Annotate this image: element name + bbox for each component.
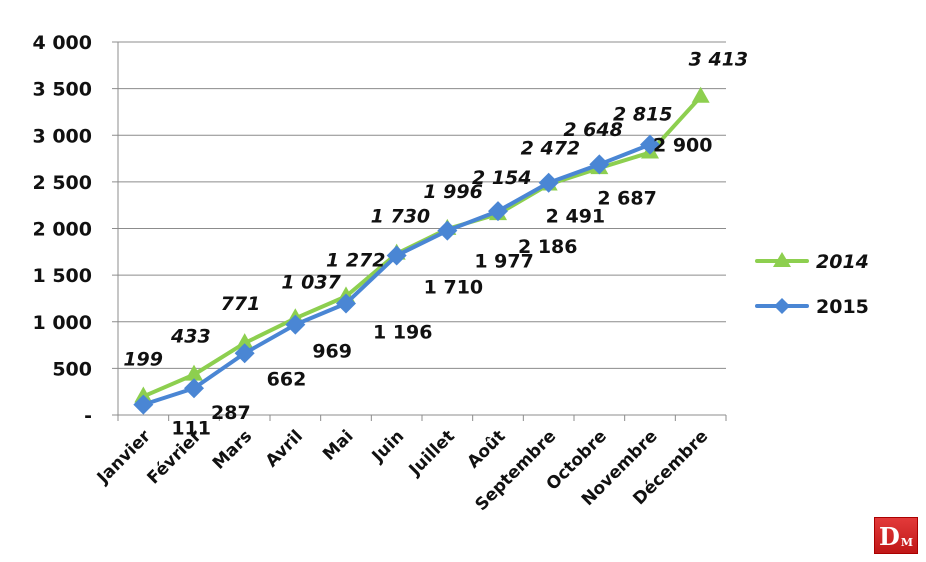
data-label-2014: 2 154 bbox=[472, 167, 532, 189]
x-tick-label: Mars bbox=[209, 426, 256, 473]
diamond-marker-icon bbox=[386, 245, 407, 266]
gridlines bbox=[118, 41, 726, 369]
legend-item-2015: 2015 bbox=[755, 296, 869, 318]
series-line-2014 bbox=[142, 95, 703, 399]
data-label-2014: 1 730 bbox=[371, 206, 431, 228]
data-label-2014: 2 472 bbox=[521, 137, 581, 159]
data-label-2014: 199 bbox=[123, 348, 163, 370]
x-tick-label: Avril bbox=[262, 426, 307, 471]
data-label-2015: 2 186 bbox=[518, 236, 578, 258]
data-label-2015: 2 900 bbox=[653, 135, 713, 157]
y-tick-label: 1 000 bbox=[33, 312, 93, 334]
legend-item-2014: 2014 bbox=[755, 251, 869, 273]
diamond-marker-icon bbox=[336, 293, 356, 314]
series-lines bbox=[133, 86, 710, 415]
data-label-2014: 1 272 bbox=[326, 249, 386, 271]
data-label-2015: 111 bbox=[171, 418, 211, 440]
data-label-2014: 1 996 bbox=[423, 181, 483, 203]
data-label-2015: 662 bbox=[267, 368, 307, 390]
data-label-2015: 2 687 bbox=[597, 187, 657, 209]
data-label-2015: 2 491 bbox=[546, 206, 606, 228]
triangle-marker-icon bbox=[235, 333, 254, 350]
data-label-2015: 287 bbox=[211, 402, 251, 424]
x-tick-label: Juin bbox=[368, 426, 409, 467]
data-label-2014: 2 648 bbox=[563, 119, 623, 141]
x-tick-label: Août bbox=[464, 426, 510, 472]
y-tick-label: 500 bbox=[52, 358, 92, 380]
diamond-marker-icon bbox=[589, 154, 610, 175]
y-axis-tick-labels: - 500 1 000 1 500 2 000 2 500 3 000 3 500 4 000 bbox=[33, 32, 93, 427]
y-tick-label: 4 000 bbox=[33, 32, 93, 54]
data-label-2015: 1 710 bbox=[424, 277, 484, 299]
diamond-marker-icon bbox=[184, 378, 204, 399]
x-tick-label: Mai bbox=[319, 426, 357, 464]
x-tick-label: Janvier bbox=[93, 426, 155, 488]
data-label-2014: 433 bbox=[170, 326, 211, 348]
triangle-marker-icon bbox=[773, 252, 791, 267]
logo-letter-m: M bbox=[900, 536, 913, 549]
series-line-2015 bbox=[142, 142, 651, 407]
y-tick-label: 3 000 bbox=[33, 125, 93, 147]
y-tick-label: 1 500 bbox=[33, 265, 93, 287]
triangle-marker-icon bbox=[185, 364, 203, 381]
data-label-2015: 969 bbox=[312, 341, 352, 363]
diamond-marker-icon bbox=[538, 172, 559, 193]
legend-label-2014: 2014 bbox=[816, 251, 869, 273]
diamond-marker-icon bbox=[774, 298, 790, 314]
diamond-marker-icon bbox=[437, 220, 458, 241]
diamond-marker-icon bbox=[234, 343, 255, 364]
legend: 2014 2015 bbox=[755, 251, 869, 318]
y-tick-label: 3 500 bbox=[33, 79, 93, 101]
x-tick-label: Juillet bbox=[405, 426, 459, 480]
y-tick-label: - bbox=[84, 405, 92, 427]
diamond-marker-icon bbox=[285, 314, 306, 335]
data-label-2015: 1 977 bbox=[474, 251, 534, 273]
diamond-marker-icon bbox=[640, 134, 660, 155]
triangle-marker-icon bbox=[691, 86, 710, 103]
data-label-2014: 1 037 bbox=[281, 271, 341, 293]
logo-letter-d: D bbox=[879, 522, 900, 551]
data-label-2015: 1 196 bbox=[373, 321, 433, 343]
triangle-marker-icon bbox=[134, 386, 153, 403]
y-tick-label: 2 500 bbox=[33, 172, 93, 194]
legend-label-2015: 2015 bbox=[816, 296, 869, 318]
data-label-2014: 3 413 bbox=[689, 49, 749, 71]
data-label-2014: 771 bbox=[221, 293, 261, 315]
diamond-marker-icon bbox=[488, 201, 508, 222]
diamond-marker-icon bbox=[133, 394, 154, 415]
y-tick-label: 2 000 bbox=[33, 219, 93, 241]
axes bbox=[112, 41, 727, 421]
data-label-2014: 2 815 bbox=[613, 104, 673, 126]
